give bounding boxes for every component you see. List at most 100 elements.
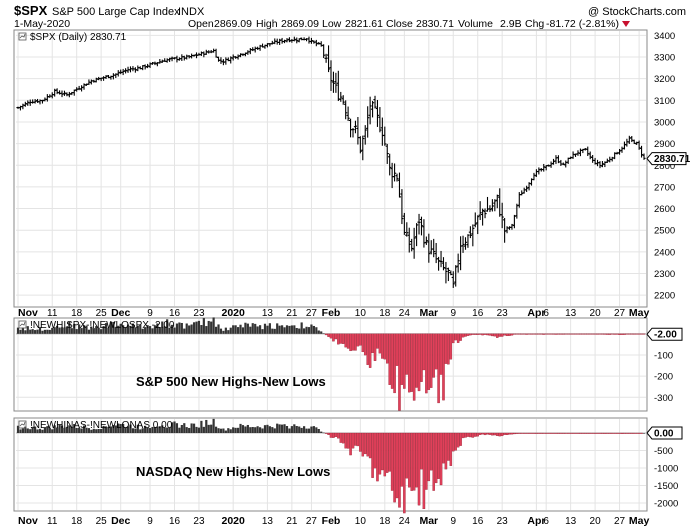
histogram-bar-negative [530,432,533,434]
histogram-bar-positive [36,329,39,334]
histogram-bar-positive [90,326,93,334]
x-tick-label: Mar [419,515,438,527]
x-tick-label: Feb [322,515,341,527]
histogram-bar-negative [493,333,497,337]
histogram-bar-negative [557,333,560,335]
histogram-bar-negative [398,432,401,508]
x-tick-label: 24 [399,516,411,527]
histogram-bar-negative [540,333,543,335]
y-tick-label: -100 [654,350,673,361]
histogram-bar-positive [212,418,215,433]
histogram-bar-positive [207,424,210,433]
histogram-bar-negative [581,333,585,335]
histogram-bar-positive [210,424,213,433]
histogram-bar-negative [383,333,387,360]
histogram-bar-positive [288,325,291,334]
histogram-bar-negative [373,333,377,361]
histogram-bar-positive [190,324,193,334]
x-tick-label: Dec [111,307,130,319]
histogram-bar-positive [229,429,232,433]
histogram-bar-positive [114,425,117,433]
histogram-bar-positive [126,324,130,334]
histogram-bar-negative [363,432,367,455]
histogram-bar-positive [222,330,225,334]
histogram-bar-negative [390,432,394,491]
histogram-bar-positive [317,330,320,334]
histogram-bar-negative [513,333,516,335]
histogram-bar-negative [425,333,428,394]
histogram-bar-negative [351,333,355,351]
histogram-bar-negative [613,333,616,335]
histogram-bar-positive [202,426,205,433]
histogram-bar-positive [263,425,267,433]
histogram-bar-negative [491,432,494,436]
histogram-bar-negative [415,432,418,488]
x-tick-label: 18 [379,308,391,319]
histogram-bar-negative [420,432,423,470]
y-tick-label: 3000 [654,117,675,128]
histogram-bar-positive [139,429,142,433]
histogram-bar-negative [361,333,365,353]
chg-value: -81.72 (-2.81%) [546,18,619,30]
histogram-bar-positive [227,330,230,334]
histogram-bar-positive [92,428,95,433]
histogram-bar-negative [449,432,453,466]
histogram-bar-negative [640,333,643,335]
histogram-bar-positive [117,325,120,334]
histogram-bar-positive [229,327,232,334]
histogram-bar-positive [168,327,171,334]
histogram-bar-negative [363,333,367,356]
histogram-bar-positive [51,327,54,334]
histogram-bar-positive [141,428,144,433]
histogram-bar-negative [601,432,604,434]
histogram-bar-positive [195,426,198,433]
histogram-bar-positive [283,327,286,334]
histogram-bar-negative [442,333,445,401]
histogram-bar-negative [510,432,514,435]
histogram-bar-negative [354,333,357,351]
histogram-bar-positive [148,326,152,334]
histogram-bar-negative [525,333,528,335]
histogram-bar-negative [513,432,516,435]
histogram-bar-positive [43,329,46,334]
histogram-bar-positive [100,429,103,433]
histogram-bar-positive [239,324,242,334]
histogram-bar-positive [232,427,235,433]
histogram-bar-positive [258,427,262,433]
histogram-bar-negative [515,333,519,335]
histogram-bar-positive [271,328,274,334]
histogram-bar-negative [532,333,536,335]
histogram-bar-positive [249,427,252,433]
histogram-bar-negative [410,333,413,392]
x-tick-label: 13 [262,308,274,319]
histogram-bar-negative [439,432,443,486]
histogram-bar-negative [405,333,409,375]
histogram-bar-negative [474,432,477,437]
histogram-bar-positive [102,425,105,433]
close-label: Close [386,18,413,30]
histogram-bar-negative [327,333,330,337]
histogram-bar-positive [190,423,193,433]
histogram-bar-negative [344,432,347,449]
histogram-bar-negative [496,333,499,338]
histogram-bar-negative [476,432,479,437]
x-tick-label: Feb [322,307,341,319]
histogram-bar-negative [376,333,379,349]
chg-label: Chg [525,18,544,30]
histogram-bar-negative [498,333,501,337]
histogram-bar-negative [552,333,555,335]
histogram-bar-positive [70,426,73,433]
histogram-bar-negative [618,333,621,335]
histogram-bar-negative [483,432,487,436]
histogram-bar-negative [615,432,619,434]
histogram-bar-positive [87,428,91,433]
histogram-bar-positive [78,427,81,433]
histogram-bar-negative [376,432,379,482]
histogram-bar-positive [107,426,110,433]
histogram-bar-negative [608,333,612,335]
histogram-bar-positive [290,426,293,433]
x-tick-label: 18 [71,516,83,527]
histogram-bar-negative [637,432,641,434]
histogram-bar-positive [178,322,181,334]
histogram-bar-positive [278,424,281,433]
